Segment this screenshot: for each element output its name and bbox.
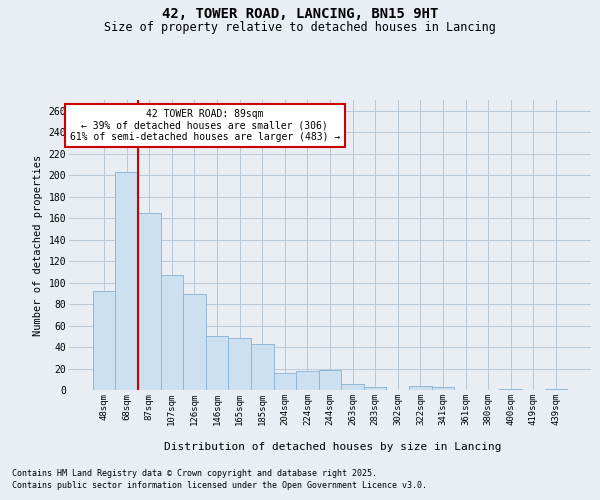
Text: Distribution of detached houses by size in Lancing: Distribution of detached houses by size …: [164, 442, 502, 452]
Text: Contains HM Land Registry data © Crown copyright and database right 2025.: Contains HM Land Registry data © Crown c…: [12, 468, 377, 477]
Bar: [296, 370, 319, 390]
Bar: [183, 294, 206, 390]
Bar: [409, 386, 431, 390]
Bar: [545, 389, 567, 390]
Y-axis label: Number of detached properties: Number of detached properties: [33, 154, 43, 336]
Bar: [93, 291, 115, 390]
Bar: [229, 338, 251, 390]
Bar: [274, 373, 296, 390]
Bar: [319, 370, 341, 390]
Bar: [206, 336, 229, 390]
Text: Contains public sector information licensed under the Open Government Licence v3: Contains public sector information licen…: [12, 481, 427, 490]
Bar: [364, 387, 386, 390]
Bar: [161, 275, 183, 390]
Bar: [115, 172, 138, 390]
Bar: [341, 384, 364, 390]
Bar: [431, 387, 454, 390]
Text: Size of property relative to detached houses in Lancing: Size of property relative to detached ho…: [104, 22, 496, 35]
Bar: [138, 213, 161, 390]
Bar: [251, 344, 274, 390]
Text: 42 TOWER ROAD: 89sqm
← 39% of detached houses are smaller (306)
61% of semi-deta: 42 TOWER ROAD: 89sqm ← 39% of detached h…: [70, 108, 340, 142]
Text: 42, TOWER ROAD, LANCING, BN15 9HT: 42, TOWER ROAD, LANCING, BN15 9HT: [162, 8, 438, 22]
Bar: [499, 389, 522, 390]
